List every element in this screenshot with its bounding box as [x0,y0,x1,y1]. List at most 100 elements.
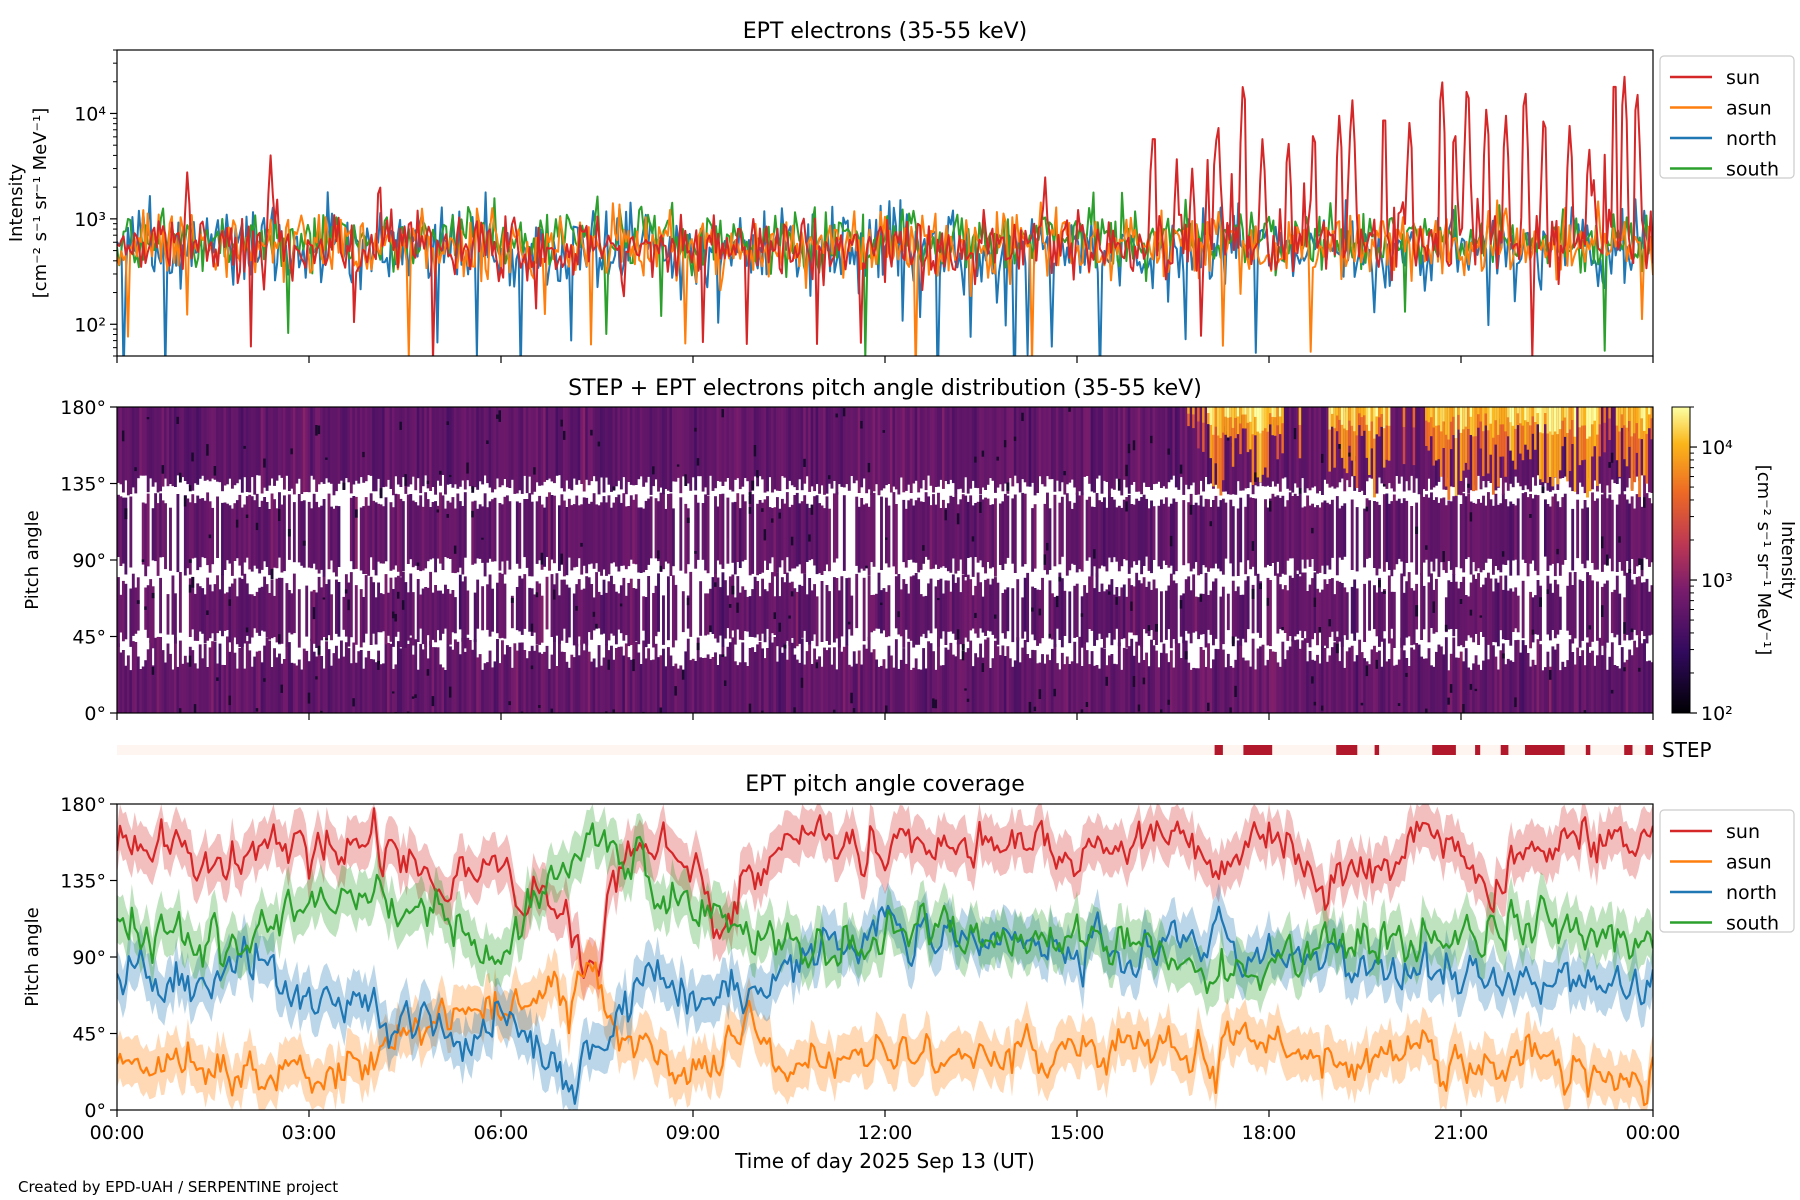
pad-cell [1122,499,1126,560]
pad-cell [481,407,485,485]
pad-cell [803,573,807,631]
pad-cell [391,691,395,694]
pad-cell [783,407,787,478]
pad-cell-hot [1501,407,1505,425]
pad-cell [966,501,970,558]
pad-cell [570,505,574,571]
pad-cell [1340,637,1344,713]
pad-cell [1152,645,1156,713]
pad-cell [1003,440,1007,448]
pad-cell [733,661,737,713]
pad-cell [766,407,769,492]
pad-cell [1524,407,1528,486]
pad-cell-hot [1425,407,1428,421]
pad-cell [1088,576,1092,629]
pad-cell [899,407,903,478]
pad-cell [354,585,358,645]
pad-cell [1204,498,1208,568]
pad-cell [998,407,1002,485]
pad-cell [1325,502,1329,566]
pad-cell [694,661,698,713]
pad-cell [1269,649,1272,713]
pad-cell [828,591,831,645]
pad-cell [315,676,319,680]
pad-cell [1182,639,1186,713]
pad-cell [964,495,968,577]
pad-cell [1147,625,1151,631]
pad-cell [1328,655,1332,713]
pad-cell [704,407,708,488]
pad-cell [1182,407,1186,495]
pad-cell [1482,660,1485,713]
pad-cell [1318,407,1322,491]
pad-cell [647,648,651,713]
pad-cell [956,642,960,713]
pad-cell [706,407,710,495]
pad-y-label: Pitch angle [22,510,43,609]
pad-cell [1192,574,1196,633]
pad-cell [924,407,928,491]
pad-cell-hot [1269,407,1272,414]
pad-cell [659,407,663,488]
pad-cell-hot [1519,407,1523,424]
pad-cell [1353,661,1357,713]
pad-cell [1487,492,1490,559]
pad-cell [1546,589,1550,594]
pad-cell-hot [1509,407,1513,451]
pad-cell [969,407,973,489]
pad-cell [795,492,799,567]
pad-cell [1345,592,1349,640]
pad-cell [478,504,482,559]
pad-cell [1226,593,1230,631]
pad-cell [270,579,274,639]
pad-cell [1259,581,1262,638]
pad-cell [520,711,524,713]
pad-cell [813,584,817,635]
pad-cell [263,678,267,682]
pad-cell [1167,585,1171,630]
pad-cell [1256,648,1260,713]
pad-cell-hot [1511,407,1515,461]
pad-cell [409,573,413,636]
pad-cell [1229,499,1233,564]
pad-cell-hot [1271,407,1275,436]
pad-cell [325,641,328,713]
pad-cell [610,575,613,634]
pad-cell [1571,585,1575,644]
pad-cell [483,407,487,476]
pad-cell [1430,665,1433,713]
pad-cell [1325,661,1329,713]
pad-cell [1628,569,1632,573]
pad-cell [164,407,167,479]
pad-cell [446,514,450,518]
pad-cell [389,407,393,489]
pad-cell [320,505,324,570]
pad-cell [1085,592,1089,643]
pad-cell-hot [1578,407,1582,466]
pad-cell [580,542,584,547]
pad-cell [1350,645,1354,713]
pad-cell [287,590,291,633]
pad-cell [1107,655,1111,713]
pad-cell [1229,707,1233,713]
pad-cell [501,504,504,562]
pad-cell-hot [1491,407,1495,438]
pad-cell [211,507,215,565]
pad-cell [612,584,616,636]
pad-cell [949,407,953,480]
pad-cell [937,492,940,569]
pad-cell [949,495,953,573]
pad-cell [1303,407,1307,493]
pad-cell [235,519,239,528]
pad-cell [307,407,311,493]
pad-cell [545,645,549,713]
pad-cell-hot [1563,407,1567,437]
pad-cell [1073,407,1077,488]
pad-cell [1586,572,1589,638]
pad-cell [1464,648,1468,713]
pad-cell [1603,639,1607,713]
pad-cell-hot [1249,407,1253,422]
pad-cell [994,614,997,619]
pad-cell [1254,669,1258,713]
pad-cell [1638,636,1642,713]
